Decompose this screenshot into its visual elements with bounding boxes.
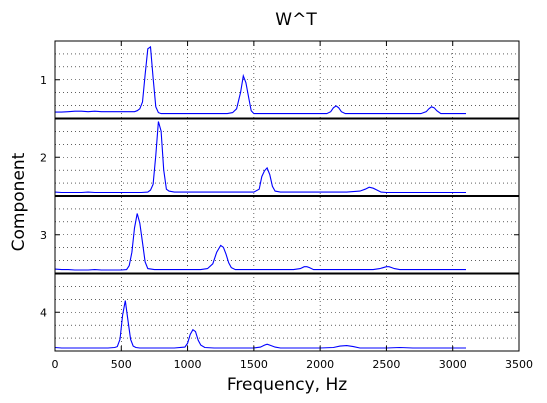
x-axis-title: Frequency, Hz <box>227 375 347 395</box>
series-line-2 <box>54 121 466 194</box>
x-tick-label: 1500 <box>240 358 268 371</box>
x-tick-label: 2000 <box>306 358 334 371</box>
series-line-1 <box>55 45 466 115</box>
y-tick-label: 3 <box>40 229 47 242</box>
y-axis-title: Component <box>9 152 29 251</box>
x-tick-label: 3000 <box>439 358 467 371</box>
plot-area <box>54 40 520 352</box>
series-line-4 <box>54 300 466 349</box>
plot-frame <box>54 40 520 352</box>
x-tick-label: 500 <box>111 358 132 371</box>
x-tick-labels: 0 500 1000 1500 2000 2500 3000 3500 <box>52 41 533 371</box>
y-tick-label: 4 <box>40 306 47 319</box>
chart-title: W^T <box>275 10 317 30</box>
x-tick-label: 0 <box>52 358 59 371</box>
x-tick-label: 3500 <box>505 358 533 371</box>
y-tick-labels: 1 2 3 4 <box>40 74 519 319</box>
y-tick-label: 1 <box>40 74 47 87</box>
y-tick-label: 2 <box>40 151 47 164</box>
x-tick-label: 2500 <box>372 358 400 371</box>
x-tick-label: 1000 <box>174 358 202 371</box>
series-line-3 <box>54 213 466 271</box>
